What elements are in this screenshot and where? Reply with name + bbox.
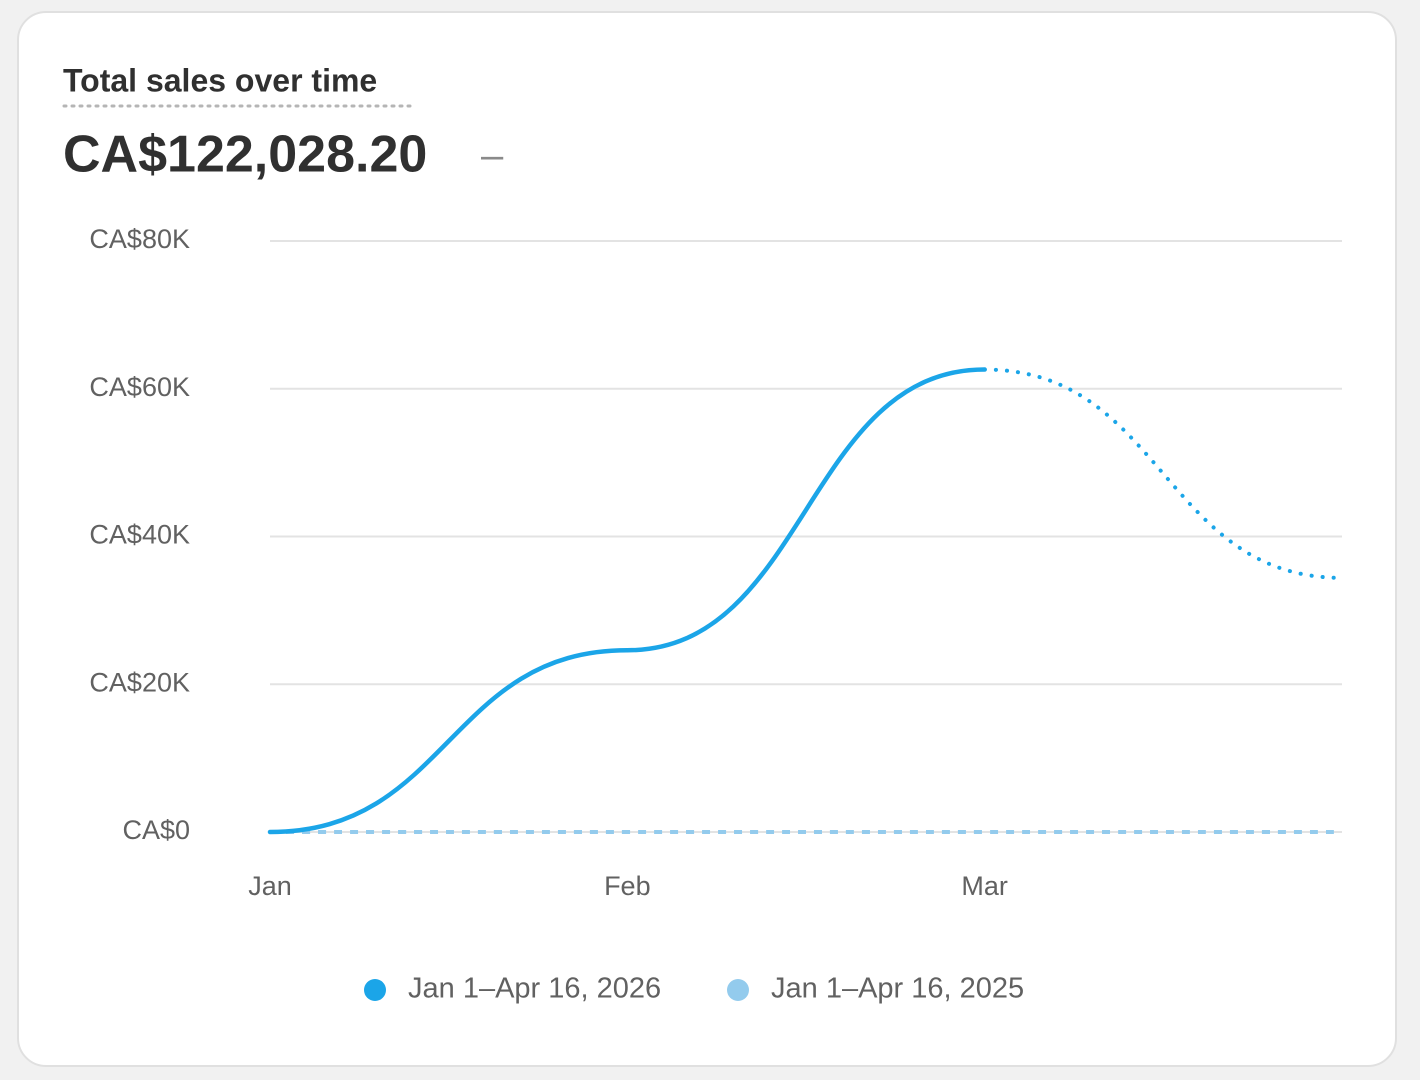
x-tick-label: Feb [604,871,651,901]
x-tick-label: Jan [248,871,292,901]
series-line [267,367,987,835]
legend-swatch [364,979,386,1001]
y-tick-label: CA$60K [89,372,190,402]
total-value: CA$122,028.20 [63,126,427,184]
y-tick-label: CA$0 [122,815,190,845]
legend-swatch [727,979,749,1001]
card-title: Total sales over time [63,62,377,98]
card [17,11,1397,1067]
comparison: – [481,134,504,178]
plot: CA$0 CA$20K CA$40K CA$60K CA$80K Jan Feb Mar Jan… [89,224,1344,1005]
series-line-incomplete [982,367,1344,580]
y-tick-label: CA$40K [89,520,190,550]
y-tick-label: CA$80K [89,224,190,254]
x-tick-label: Mar [961,871,1008,901]
legend-label: Jan 1–Apr 16, 2025 [771,973,1024,1005]
legend-label: Jan 1–Apr 16, 2026 [408,973,661,1005]
y-tick-label: CA$20K [89,667,190,697]
